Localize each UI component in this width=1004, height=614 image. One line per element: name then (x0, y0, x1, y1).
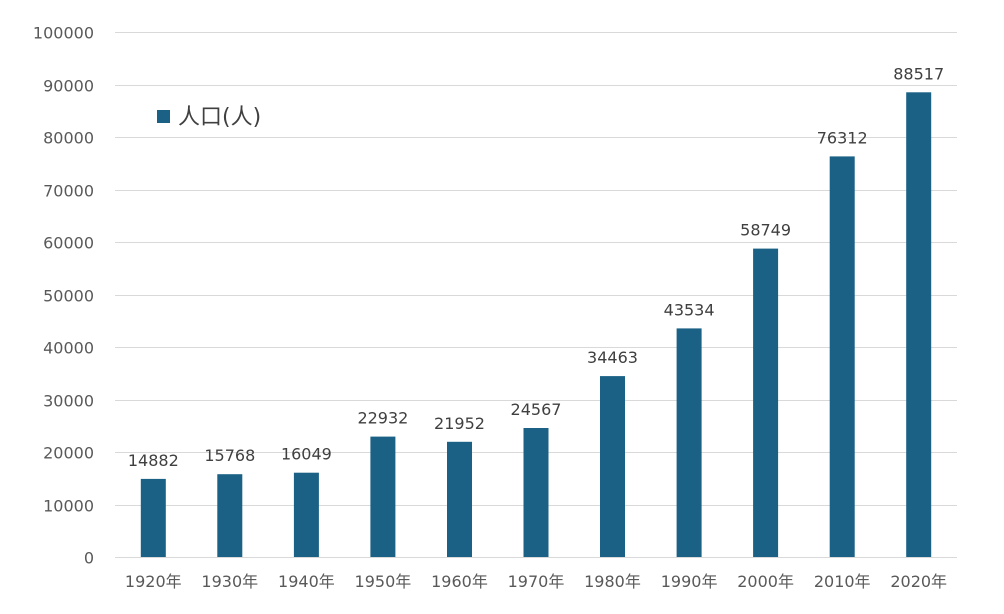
y-tick-label: 20000 (43, 444, 94, 463)
bar (676, 328, 702, 557)
x-tick-label: 2000年 (737, 572, 794, 591)
bar (370, 436, 396, 557)
data-labels: 14882 15768 16049 22932 21952 24567 34463 43534… (128, 64, 944, 470)
bar (217, 474, 243, 557)
y-tick-label: 60000 (43, 234, 94, 253)
bar (293, 472, 319, 557)
data-label: 43534 (664, 300, 715, 319)
x-tick-label: 2020年 (890, 572, 947, 591)
y-tick-label: 30000 (43, 392, 94, 411)
y-tick-label: 100000 (33, 24, 94, 43)
bar (140, 478, 166, 557)
y-tick-label: 80000 (43, 129, 94, 148)
data-label: 16049 (281, 445, 332, 464)
x-tick-label: 1920年 (125, 572, 182, 591)
data-label: 14882 (128, 451, 179, 470)
y-tick-label: 90000 (43, 77, 94, 96)
legend-swatch (157, 110, 170, 123)
bar (906, 92, 932, 558)
y-tick-label: 70000 (43, 182, 94, 201)
legend-label: 人口(人) (178, 105, 261, 130)
data-label: 24567 (511, 400, 562, 419)
bar (600, 376, 625, 557)
x-axis-tick-labels: 1920年 1930年 1940年 1950年 1960年 1970年 1980年 1990年… (125, 572, 947, 591)
bar (829, 156, 855, 557)
x-tick-label: 1950年 (355, 572, 412, 591)
x-tick-label: 1960年 (431, 572, 488, 591)
data-label: 76312 (817, 128, 868, 147)
data-label: 21952 (434, 414, 485, 433)
x-tick-label: 1980年 (584, 572, 641, 591)
y-tick-label: 50000 (43, 287, 94, 306)
data-label: 58749 (740, 221, 791, 240)
x-tick-label: 1940年 (278, 572, 335, 591)
x-tick-label: 1990年 (661, 572, 718, 591)
y-tick-label: 40000 (43, 339, 94, 358)
legend: 人口(人) (157, 105, 261, 130)
data-label: 34463 (587, 348, 638, 367)
x-tick-label: 2010年 (814, 572, 871, 591)
y-tick-label: 0 (84, 549, 94, 568)
x-tick-label: 1930年 (201, 572, 258, 591)
gridlines (115, 32, 957, 558)
data-label: 15768 (204, 446, 255, 465)
x-tick-label: 1970年 (508, 572, 565, 591)
data-label: 22932 (357, 409, 408, 428)
bars (140, 92, 932, 558)
y-tick-label: 10000 (43, 497, 94, 516)
bar (753, 248, 779, 557)
data-label: 88517 (893, 64, 944, 83)
bar (447, 441, 472, 557)
y-axis-tick-labels: 0 10000 20000 30000 40000 50000 60000 70000 8000… (33, 24, 94, 568)
bar (523, 428, 549, 557)
